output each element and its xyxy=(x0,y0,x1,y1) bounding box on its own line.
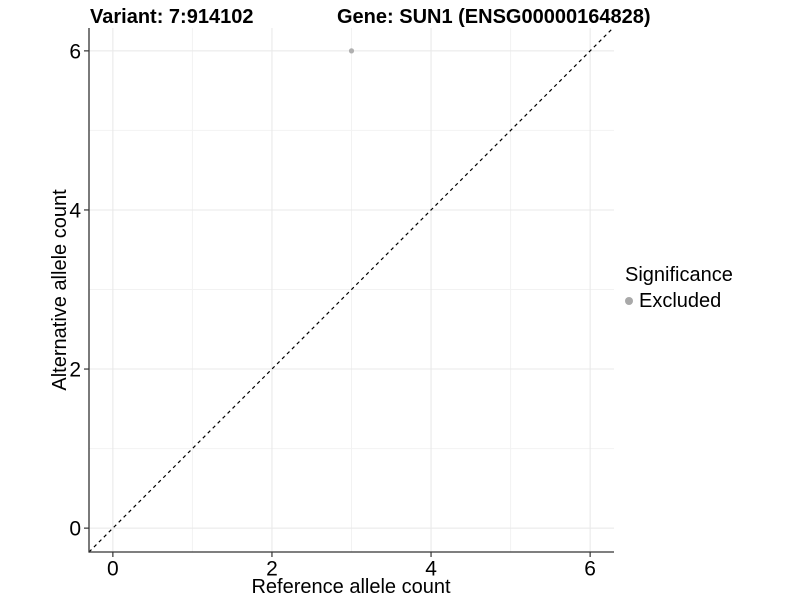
x-tick-label: 2 xyxy=(266,558,278,581)
y-tick-label: 0 xyxy=(69,518,81,541)
x-tick-label: 6 xyxy=(584,558,596,581)
legend: Significance Excluded xyxy=(625,263,733,313)
y-tick-label: 6 xyxy=(69,40,81,63)
plot-title-variant: Variant: 7:914102 xyxy=(90,6,254,28)
identity-reference-line xyxy=(88,27,614,553)
grid-major-lines xyxy=(89,28,614,552)
x-tick-label: 4 xyxy=(425,558,437,581)
legend-item-label: Excluded xyxy=(639,290,722,312)
plot-title-gene: Gene: SUN1 (ENSG00000164828) xyxy=(337,6,651,28)
dashed-identity-line xyxy=(88,27,614,553)
y-tick-label: 4 xyxy=(69,199,81,222)
axis-tick-labels: 0 2 4 6 0 2 4 6 xyxy=(69,40,596,580)
x-tick-label: 0 xyxy=(107,558,119,581)
axis-lines xyxy=(88,28,614,553)
legend-title: Significance xyxy=(625,264,733,286)
data-points xyxy=(348,48,355,54)
y-axis-title: Alternative allele count xyxy=(49,189,71,391)
legend-item-excluded: Excluded xyxy=(625,289,733,313)
x-axis-title: Reference allele count xyxy=(251,576,450,598)
axis-tick-marks xyxy=(84,50,591,557)
data-point xyxy=(348,48,355,54)
legend-point-icon xyxy=(625,297,633,305)
grid-minor-lines xyxy=(89,28,614,552)
y-tick-label: 2 xyxy=(69,359,81,382)
